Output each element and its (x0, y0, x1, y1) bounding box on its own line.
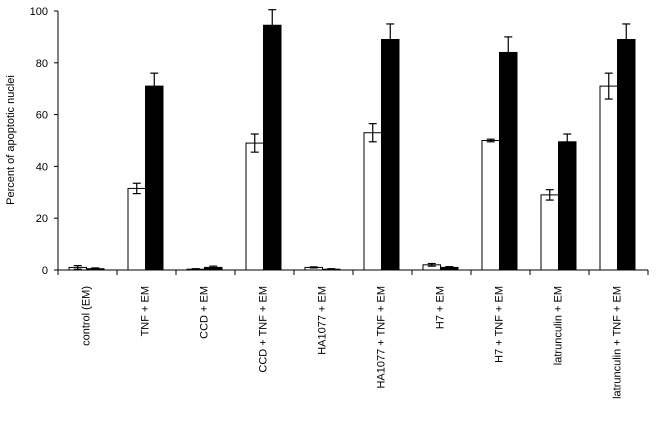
x-tick-label: H7 + EM (435, 286, 447, 329)
bar (263, 24, 282, 271)
error-bar (73, 264, 82, 270)
x-tick-label: latrunculin + EM (553, 286, 565, 365)
error-bar (486, 138, 495, 143)
error-bar (445, 266, 454, 268)
x-tick-label: CCD + EM (199, 286, 211, 339)
y-tick-label: 20 (36, 213, 48, 225)
bar (204, 266, 223, 271)
error-bar (268, 9, 277, 26)
error-bar (622, 23, 631, 40)
error-bar (309, 266, 318, 269)
x-tick-label: H7 + TNF + EM (494, 286, 506, 363)
bar (617, 38, 636, 271)
x-tick-label: CCD + TNF + EM (258, 286, 270, 373)
bar (363, 132, 382, 271)
bar (322, 268, 341, 271)
bar (540, 194, 559, 271)
bar (481, 140, 500, 271)
y-tick-label: 0 (42, 265, 48, 277)
x-tick-label: latrunculin + TNF + EM (612, 286, 624, 399)
error-bar (132, 182, 141, 195)
bar (86, 268, 105, 271)
bar (245, 142, 264, 271)
bar (599, 85, 618, 271)
y-tick-label: 60 (36, 110, 48, 122)
y-axis-label: Percent of apoptotic nuclei (5, 75, 17, 205)
bar (381, 38, 400, 271)
y-tick-label: 40 (36, 161, 48, 173)
error-bar (427, 262, 436, 267)
error-bar (150, 72, 159, 87)
y-tick-label: 100 (30, 6, 48, 18)
error-bar (209, 265, 218, 268)
x-tick-label: HA1077 + EM (317, 286, 329, 355)
error-bar (504, 36, 513, 53)
error-bar (604, 72, 613, 100)
bar (145, 85, 164, 271)
bar (127, 187, 146, 271)
error-bar (368, 123, 377, 143)
bar (440, 266, 459, 271)
bar (499, 51, 518, 271)
error-bar (545, 189, 554, 201)
error-bar (327, 268, 336, 270)
error-bar (250, 133, 259, 153)
x-tick-label: control (EM) (81, 286, 93, 346)
x-tick-label: HA1077 + TNF + EM (376, 286, 388, 389)
x-tick-label: TNF + EM (140, 286, 152, 336)
bar (558, 141, 577, 271)
error-bar (191, 268, 200, 271)
error-bar (563, 133, 572, 142)
error-bar (386, 23, 395, 40)
error-bar (91, 267, 100, 269)
y-tick-label: 80 (36, 58, 48, 70)
